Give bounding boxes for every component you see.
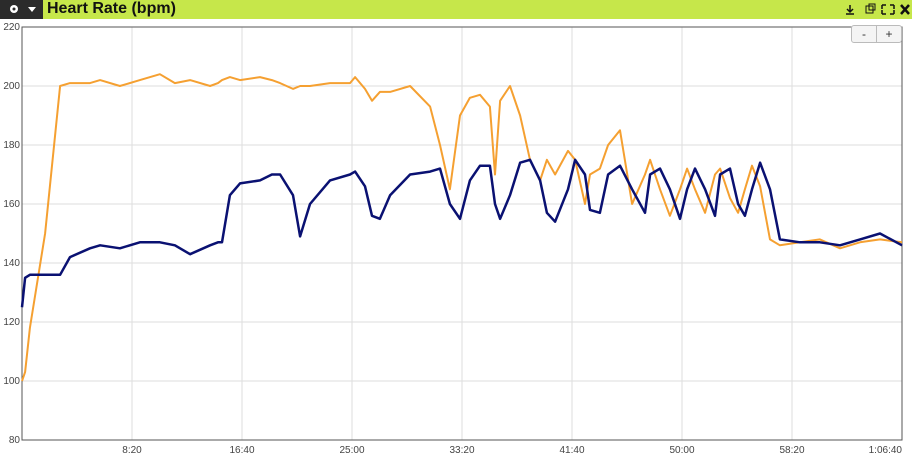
data-line <box>21 73 903 382</box>
x-tick-label: 1:06:40 <box>869 445 903 455</box>
y-tick-label: 80 <box>9 435 21 446</box>
x-tick-label: 16:40 <box>229 445 254 455</box>
x-tick-label: 33:20 <box>449 445 474 455</box>
y-tick-label: 140 <box>3 258 20 269</box>
window-controls[interactable] <box>842 0 912 19</box>
widget-title: Heart Rate (bpm) <box>47 0 176 17</box>
y-tick-label: 120 <box>3 317 20 328</box>
x-tick-label: 41:40 <box>559 445 584 455</box>
y-tick-label: 220 <box>3 22 20 33</box>
y-tick-label: 180 <box>3 140 20 151</box>
zoom-in[interactable]: + <box>876 26 901 42</box>
zoom-controls: - + <box>851 25 902 43</box>
settings-menu[interactable] <box>0 0 43 19</box>
data-line <box>20 158 903 308</box>
x-tick-label: 50:00 <box>669 445 694 455</box>
x-tick-label: 8:20 <box>122 445 142 455</box>
plot-frame <box>21 26 903 441</box>
y-tick-label: 160 <box>3 199 20 210</box>
y-tick-label: 100 <box>3 376 20 387</box>
zoom-out[interactable]: - <box>862 27 866 41</box>
x-tick-label: 58:20 <box>779 445 804 455</box>
widget-header: Heart Rate (bpm) <box>0 0 912 19</box>
y-tick-label: 200 <box>3 81 20 92</box>
x-tick-label: 25:00 <box>339 445 364 455</box>
